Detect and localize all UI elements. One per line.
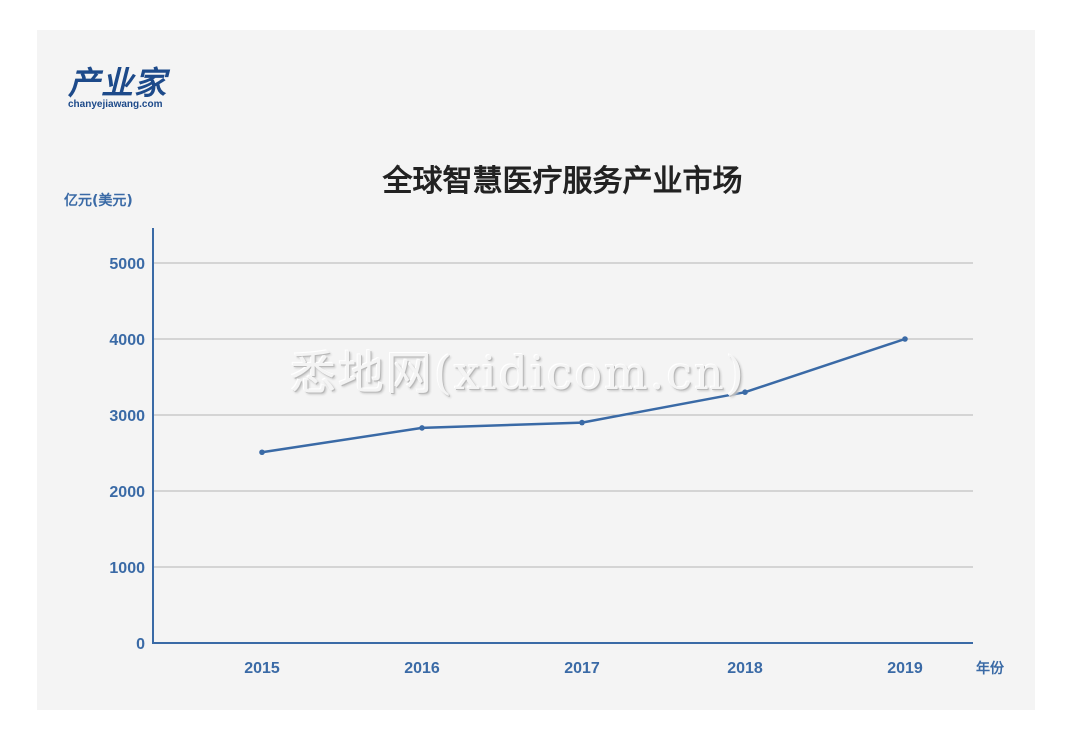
y-tick-label: 2000 bbox=[109, 484, 145, 501]
x-tick-label: 2016 bbox=[404, 660, 440, 677]
chanyejia-logo: 产业家 chanyejiawang.com bbox=[68, 66, 167, 110]
x-tick-label: 2015 bbox=[244, 660, 280, 677]
data-point bbox=[419, 425, 425, 431]
data-point bbox=[259, 449, 265, 456]
data-point bbox=[579, 419, 585, 426]
watermark: 悉地网(xidicom.cn) bbox=[290, 346, 746, 400]
logo-main-text: 产业家 bbox=[68, 64, 168, 102]
y-axis-label: 亿元(美元) bbox=[64, 193, 133, 209]
logo-sub-text: chanyejiawang.com bbox=[68, 99, 163, 110]
x-tick-label: 2017 bbox=[564, 660, 600, 677]
chart-card bbox=[37, 30, 1035, 710]
x-tick-label: 2018 bbox=[727, 660, 763, 677]
x-tick-label: 2019 bbox=[887, 660, 923, 677]
y-tick-label: 0 bbox=[136, 636, 145, 653]
x-axis-label: 年份 bbox=[976, 661, 1004, 677]
data-point bbox=[902, 336, 908, 342]
chart-title: 全球智慧医疗服务产业市场 bbox=[382, 164, 743, 199]
y-tick-label: 1000 bbox=[109, 560, 145, 577]
data-point bbox=[742, 389, 748, 396]
y-tick-label: 3000 bbox=[109, 408, 145, 425]
y-tick-label: 5000 bbox=[109, 256, 145, 273]
y-tick-label: 4000 bbox=[109, 332, 145, 349]
